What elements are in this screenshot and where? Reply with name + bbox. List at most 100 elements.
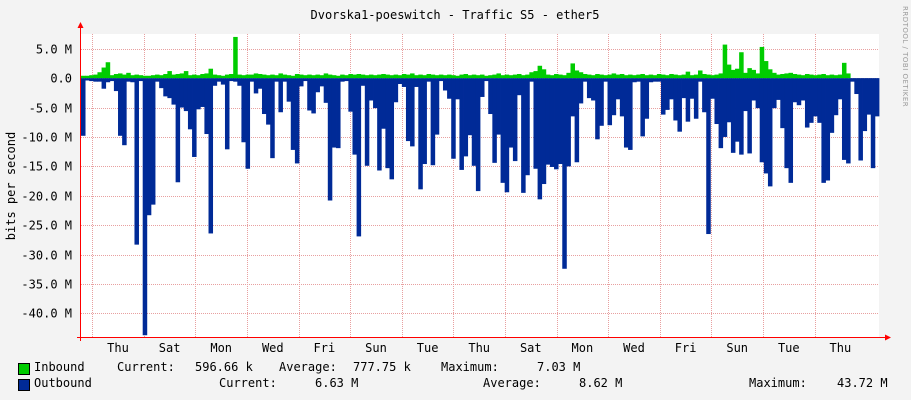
outbound-bar	[792, 78, 798, 103]
inbound-bar	[562, 75, 567, 79]
outbound-bar	[434, 78, 440, 135]
inbound-bar	[796, 74, 802, 79]
inbound-bar	[488, 75, 493, 79]
inbound-bar	[327, 74, 333, 79]
outbound-bar	[529, 78, 534, 82]
outbound-bar	[714, 78, 719, 125]
outbound-bar	[97, 78, 102, 82]
inbound-bar	[377, 74, 382, 79]
inbound-bar	[245, 74, 251, 79]
y-tick-label: -10.0 M	[21, 131, 72, 145]
inbound-bar	[261, 74, 267, 79]
inbound-bar	[93, 74, 98, 79]
outbound-bar	[373, 78, 378, 109]
inbound-bar	[85, 75, 90, 79]
inbound-bar	[804, 74, 810, 79]
inbound-bar	[660, 74, 666, 79]
inbound-bar	[846, 73, 851, 79]
inbound-bar	[159, 75, 164, 79]
outbound-bar	[229, 78, 234, 82]
outbound-bar	[344, 78, 349, 82]
inbound-bar	[841, 62, 847, 79]
x-tick-label: Fri	[675, 341, 697, 355]
inbound-bar	[751, 69, 756, 79]
outbound-bar	[471, 78, 477, 166]
inbound-maximum-value: 7.03 M	[537, 360, 581, 374]
inbound-bar	[763, 61, 769, 79]
outbound-bar	[603, 78, 608, 82]
outbound-bar	[660, 78, 666, 115]
outbound-bar	[841, 78, 847, 160]
outbound-bar	[389, 78, 395, 180]
inbound-bar	[817, 74, 822, 79]
outbound-bar	[492, 78, 497, 163]
inbound-bar	[405, 74, 411, 79]
outbound-bar	[447, 78, 452, 99]
inbound-bar	[644, 75, 650, 79]
inbound-bar	[175, 74, 181, 79]
outbound-bar	[665, 78, 670, 110]
inbound-bar	[603, 75, 608, 79]
outbound-bar	[146, 78, 152, 216]
outbound-bar	[85, 78, 90, 81]
outbound-bar	[829, 78, 835, 133]
inbound-bar	[652, 75, 658, 79]
inbound-bar	[685, 71, 691, 79]
inbound-bar	[591, 75, 596, 79]
inbound-bar	[467, 75, 473, 79]
inbound-bar	[619, 74, 625, 79]
outbound-bar	[689, 78, 695, 99]
inbound-bar	[640, 74, 645, 79]
inbound-bar	[545, 74, 551, 79]
inbound-average-label: Average:	[279, 360, 337, 374]
inbound-bar	[294, 74, 300, 79]
outbound-bar	[336, 78, 341, 149]
outbound-bar	[595, 78, 600, 140]
outbound-bar	[356, 78, 362, 237]
outbound-bar	[846, 78, 851, 164]
outbound-bar	[204, 78, 209, 135]
outbound-bar	[237, 78, 242, 86]
inbound-bar	[735, 68, 740, 79]
outbound-bar	[311, 78, 316, 114]
watermark: RRDTOOL / TOBI OETIKER	[901, 6, 909, 108]
inbound-bar	[706, 74, 711, 79]
inbound-bar	[730, 69, 736, 79]
inbound-bar	[837, 74, 843, 79]
outbound-bar	[118, 78, 123, 136]
inbound-bar	[484, 75, 489, 79]
y-tick-label: -15.0 M	[21, 160, 72, 174]
inbound-bar	[442, 75, 448, 79]
outbound-bar	[862, 78, 868, 132]
inbound-bar	[459, 74, 464, 79]
outbound-bar	[377, 78, 382, 171]
inbound-bar	[270, 74, 275, 79]
outbound-bar	[299, 78, 304, 87]
outbound-bar	[220, 78, 226, 85]
outbound-bar	[772, 78, 777, 109]
x-tick-label: Wed	[262, 341, 284, 355]
inbound-bar	[418, 74, 423, 79]
outbound-bar	[619, 78, 625, 117]
outbound-bar	[331, 78, 337, 148]
y-tick-label: -35.0 M	[21, 278, 72, 292]
inbound-bar	[809, 74, 814, 79]
inbound-bar	[385, 74, 390, 79]
inbound-bar	[722, 44, 728, 79]
inbound-bar	[212, 74, 218, 79]
outbound-bar	[508, 78, 514, 148]
inbound-bar	[492, 74, 497, 79]
inbound-bar	[282, 74, 288, 79]
inbound-swatch	[18, 363, 30, 375]
outbound-bar	[368, 78, 374, 101]
inbound-bar	[537, 65, 543, 79]
inbound-bar	[455, 75, 460, 79]
inbound-bar	[307, 74, 312, 79]
inbound-bar	[229, 74, 234, 79]
outbound-bar	[722, 78, 728, 137]
outbound-bar	[673, 78, 678, 121]
series-layer	[81, 36, 880, 336]
outbound-bar	[315, 78, 320, 93]
x-tick-label: Thu	[107, 341, 129, 355]
inbound-bar	[792, 74, 798, 79]
